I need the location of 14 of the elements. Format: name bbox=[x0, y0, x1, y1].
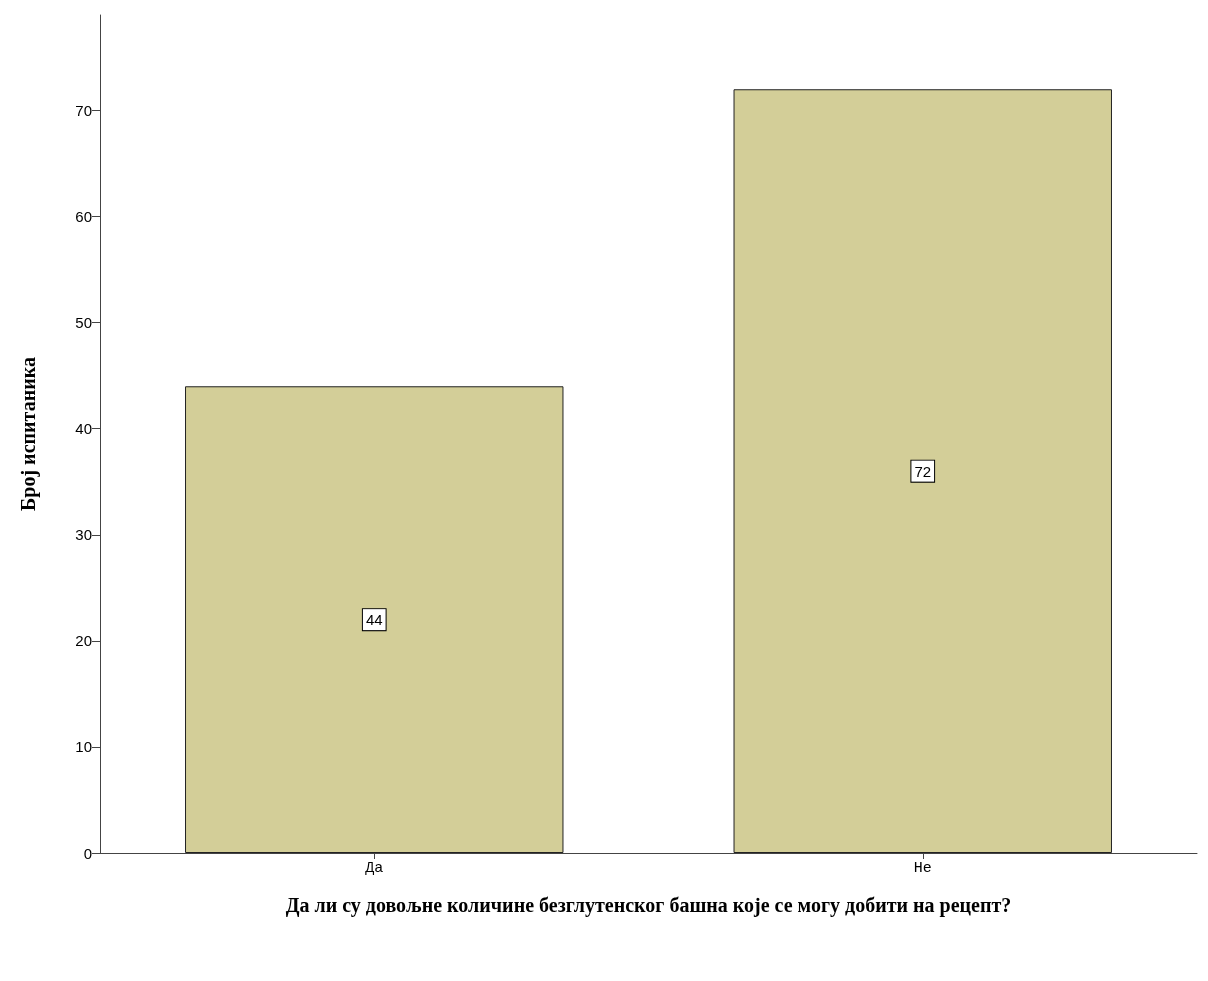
y-tick-label: 20 bbox=[75, 632, 92, 650]
y-tick-label: 0 bbox=[83, 844, 92, 862]
y-tick-label: 30 bbox=[75, 526, 92, 544]
y-axis-title: Број испитаника bbox=[17, 357, 40, 511]
x-axis-title: Да ли су довољне количине безглутенског башна које се могу добити на рецепт? bbox=[285, 894, 1012, 917]
x-tick-label: Да bbox=[365, 860, 384, 877]
x-tick-label: Не bbox=[913, 860, 932, 877]
y-tick-label: 70 bbox=[75, 101, 92, 119]
y-tick-label: 10 bbox=[75, 738, 92, 756]
data-label: 72 bbox=[914, 462, 932, 480]
data-label: 44 bbox=[365, 611, 383, 629]
y-tick-label: 40 bbox=[75, 420, 92, 438]
y-tick-label: 50 bbox=[75, 314, 92, 332]
y-tick-label: 60 bbox=[75, 208, 92, 226]
